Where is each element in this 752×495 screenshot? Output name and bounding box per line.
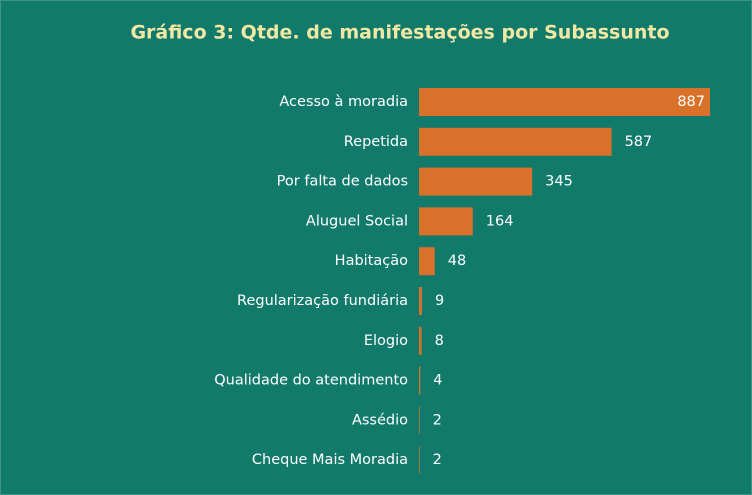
value-label: 164 xyxy=(486,213,514,229)
bar xyxy=(419,287,422,315)
bar xyxy=(419,167,533,196)
category-label: Por falta de dados xyxy=(277,174,408,190)
category-label: Qualidade do atendimento xyxy=(214,373,408,389)
value-label: 2 xyxy=(433,452,442,468)
bar xyxy=(419,247,435,276)
category-label: Regularização fundiária xyxy=(237,293,408,309)
value-label: 48 xyxy=(448,253,466,269)
bar xyxy=(419,88,710,116)
bar xyxy=(419,406,420,435)
bar xyxy=(419,366,421,395)
chart-title: Gráfico 3: Qtde. de manifestações por Su… xyxy=(130,22,669,44)
value-label: 345 xyxy=(545,174,573,190)
bar xyxy=(419,207,473,236)
category-label: Habitação xyxy=(335,253,408,269)
bar xyxy=(419,127,612,156)
value-label: 8 xyxy=(435,333,444,349)
bar xyxy=(419,326,422,355)
value-label: 2 xyxy=(433,412,442,428)
category-label: Elogio xyxy=(364,333,408,349)
category-label: Acesso à moradia xyxy=(279,94,408,110)
bar xyxy=(419,446,420,475)
category-label: Repetida xyxy=(344,134,408,150)
category-label: Assédio xyxy=(352,412,408,428)
value-label: 9 xyxy=(435,293,444,309)
category-label: Aluguel Social xyxy=(306,213,408,229)
value-label: 4 xyxy=(433,373,442,389)
value-label: 887 xyxy=(677,94,705,110)
category-label: Cheque Mais Moradia xyxy=(252,452,408,468)
value-label: 587 xyxy=(625,134,653,150)
